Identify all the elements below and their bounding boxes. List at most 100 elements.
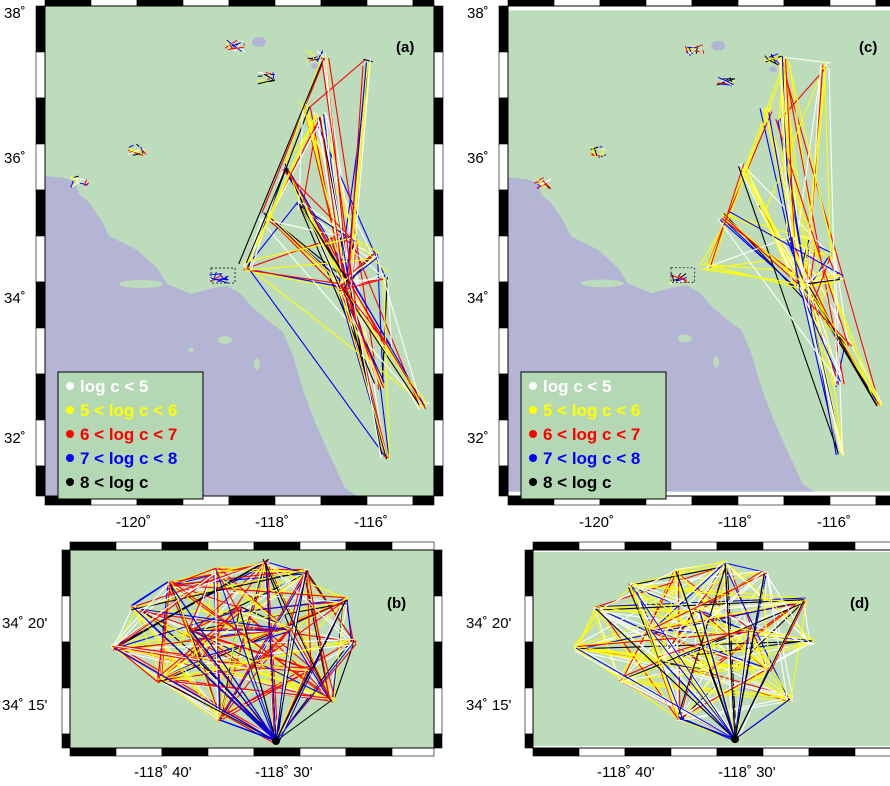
frame-segment xyxy=(61,641,71,689)
ray-path xyxy=(113,609,242,650)
ray-path xyxy=(797,64,822,233)
ray-path xyxy=(649,631,680,717)
ray-path xyxy=(593,148,598,156)
ray-path xyxy=(621,678,792,699)
frame-segment xyxy=(875,0,890,7)
ray-path xyxy=(805,241,817,309)
frame-segment xyxy=(115,747,163,757)
ray-path xyxy=(172,584,200,662)
ray-path xyxy=(83,179,87,187)
ray-path xyxy=(245,168,286,264)
lon-label: -118˚ 40' xyxy=(134,764,192,781)
ray-path xyxy=(266,73,272,76)
ray-path xyxy=(699,610,736,740)
ray-path xyxy=(358,242,388,273)
ray-path xyxy=(575,645,713,670)
frame-segment xyxy=(783,0,831,7)
ray-path xyxy=(316,50,325,58)
ray-path xyxy=(251,669,333,702)
frame-segment xyxy=(553,0,601,7)
ray-path xyxy=(790,699,794,703)
ray-path xyxy=(275,641,355,742)
ray-path xyxy=(660,659,736,740)
ray-path xyxy=(649,560,723,631)
map-frame xyxy=(61,541,443,757)
islands xyxy=(119,280,260,370)
ray-path xyxy=(347,64,368,282)
ray-path xyxy=(213,271,217,281)
ray-path xyxy=(345,62,367,290)
lat-label: 32˚ xyxy=(4,430,26,447)
map-border xyxy=(507,5,890,497)
panel-label-b: (b) xyxy=(387,595,406,612)
ray-paths xyxy=(110,558,357,745)
ray-path xyxy=(287,169,386,345)
lat-label: 34˚ 20' xyxy=(2,615,48,632)
frame-segment xyxy=(345,541,393,551)
ray-path xyxy=(161,661,200,679)
ray-path xyxy=(113,572,217,647)
frame-segment xyxy=(433,733,443,749)
frame-segment xyxy=(433,373,444,421)
ray-path xyxy=(575,650,788,698)
legend-item-2: 5 < log c < 6 xyxy=(80,401,177,420)
ray-path xyxy=(536,183,548,189)
frame-segment xyxy=(808,747,856,757)
ray-path xyxy=(682,668,771,721)
ray-path xyxy=(767,59,779,66)
ray-path xyxy=(620,681,790,703)
frame-segment xyxy=(69,541,117,551)
legend-dot-white xyxy=(66,382,74,390)
ray-path xyxy=(303,108,351,285)
lon-label: -118˚ 30' xyxy=(718,764,776,781)
ray-path xyxy=(275,571,307,742)
frame-segment xyxy=(433,51,444,99)
ray-path xyxy=(769,53,779,58)
lon-label: -120˚ xyxy=(116,514,151,531)
ray-path xyxy=(303,203,342,290)
ray-path xyxy=(763,571,811,646)
ray-path xyxy=(734,698,791,740)
legend-item-4: 7 < log c < 8 xyxy=(80,449,177,468)
ray-path xyxy=(537,183,541,187)
ray-path xyxy=(219,278,229,281)
ray-path xyxy=(734,630,750,740)
ray-path xyxy=(662,571,765,659)
lon-label: -116˚ xyxy=(354,514,388,531)
ray-path xyxy=(707,642,810,673)
ray-path xyxy=(601,150,605,158)
ray-path xyxy=(192,569,214,629)
ray-path xyxy=(653,601,807,631)
lat-label: 38˚ xyxy=(4,5,26,22)
lon-label: -120˚ xyxy=(579,514,614,531)
frame-segment xyxy=(35,5,46,53)
frame-segment xyxy=(507,0,555,7)
ray-path xyxy=(264,560,276,744)
ray-path xyxy=(110,638,354,651)
frame-segment xyxy=(670,541,718,551)
ray-path xyxy=(337,288,387,456)
station-marker xyxy=(731,735,739,744)
ray-path xyxy=(215,570,307,573)
lat-label: 34˚ 20' xyxy=(466,615,512,632)
ray-path xyxy=(674,560,727,572)
frame-segment xyxy=(35,189,46,237)
ray-path xyxy=(262,218,343,238)
ray-path xyxy=(307,57,318,60)
frame-segment xyxy=(433,5,444,53)
ray-path xyxy=(265,564,345,599)
ray-path xyxy=(243,201,299,271)
frame-segment xyxy=(433,641,443,689)
ray-path xyxy=(308,58,366,108)
frame-segment xyxy=(716,541,764,551)
frame-segment xyxy=(433,97,444,145)
ray-path xyxy=(661,613,703,658)
ray-path xyxy=(246,600,345,671)
ray-path xyxy=(244,114,317,271)
ray-path xyxy=(727,563,811,644)
frame-segment xyxy=(391,541,435,551)
frame-segment xyxy=(829,495,877,506)
frame-segment xyxy=(433,281,444,329)
ray-path xyxy=(703,250,836,270)
frame-segment xyxy=(433,235,444,283)
